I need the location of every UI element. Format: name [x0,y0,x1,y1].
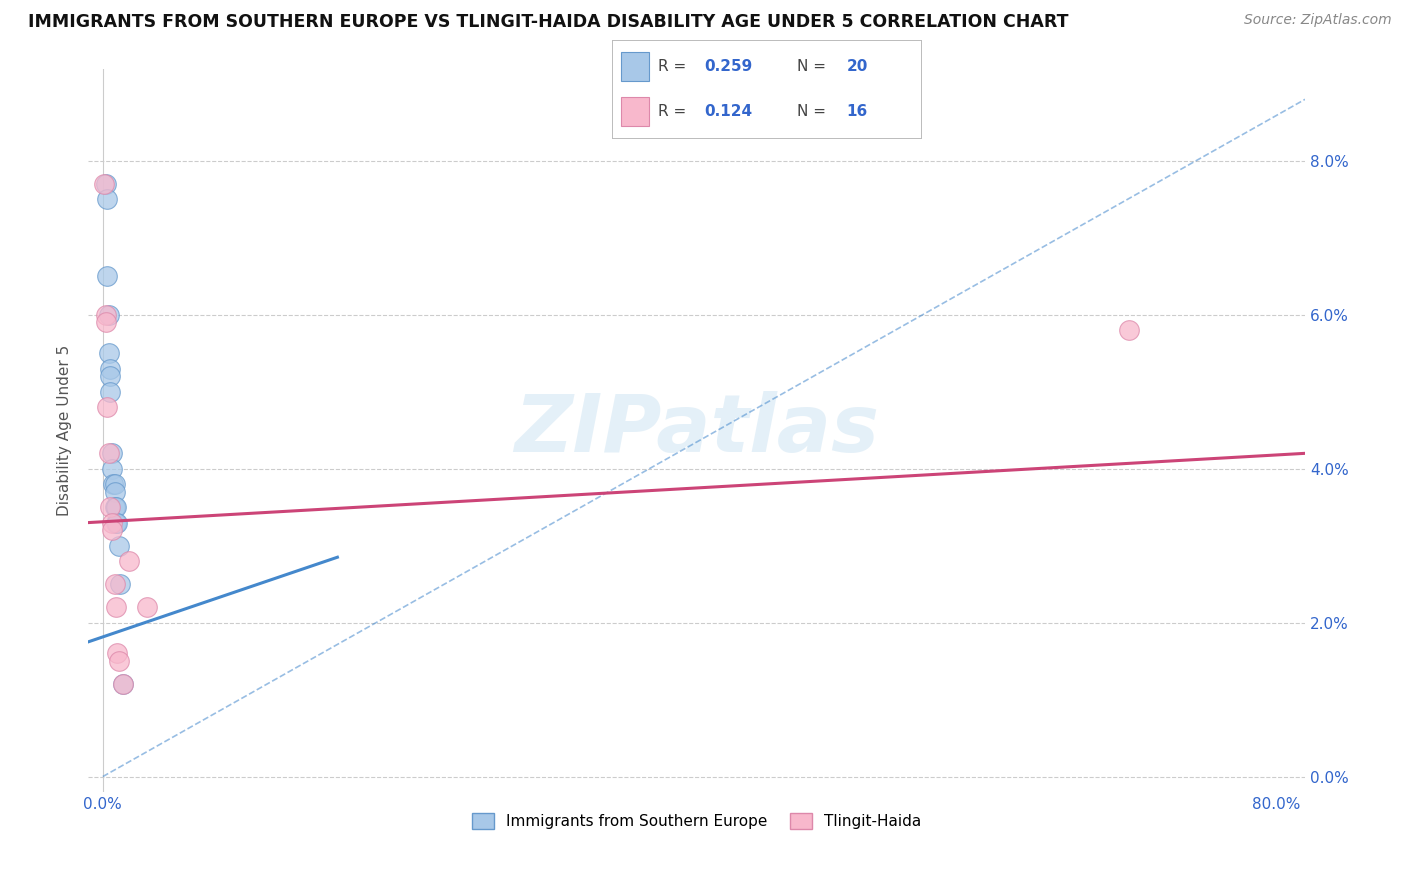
Point [108,539,131,553]
Text: 0.124: 0.124 [704,104,752,120]
Point [96,400,118,414]
Point [94,308,117,322]
Point [107,647,129,661]
Point [112,677,135,691]
Point [100,446,122,460]
Text: IMMIGRANTS FROM SOUTHERN EUROPE VS TLINGIT-HAIDA DISABILITY AGE UNDER 5 CORRELAT: IMMIGRANTS FROM SOUTHERN EUROPE VS TLING… [28,13,1069,31]
Point [96,269,118,284]
Text: R =: R = [658,104,692,120]
Point [103,484,125,499]
Point [103,500,125,515]
Text: 0.259: 0.259 [704,59,752,74]
Point [135,600,157,615]
Point [96,192,118,206]
Point [98,500,121,515]
Point [110,577,132,591]
Text: ZIPatlas: ZIPatlas [515,392,879,469]
Legend: Immigrants from Southern Europe, Tlingit-Haida: Immigrants from Southern Europe, Tlingit… [467,806,927,835]
Point [94,177,117,191]
Point [101,477,124,491]
Point [97,308,120,322]
Point [97,446,120,460]
Point [112,677,135,691]
Text: 20: 20 [846,59,868,74]
Point [94,316,117,330]
Text: 16: 16 [846,104,868,120]
Point [108,654,131,668]
Y-axis label: Disability Age Under 5: Disability Age Under 5 [58,344,72,516]
Point [98,369,121,384]
Point [105,516,128,530]
Point [97,346,120,360]
Point [98,384,121,399]
Point [105,500,128,515]
Point [93,177,115,191]
Point [100,516,122,530]
Point [100,461,122,475]
Point [100,523,122,537]
Text: Source: ZipAtlas.com: Source: ZipAtlas.com [1244,13,1392,28]
Point [107,516,129,530]
Point [103,577,125,591]
Text: N =: N = [797,104,831,120]
Text: N =: N = [797,59,831,74]
Point [105,600,128,615]
Point [1118,323,1140,337]
Point [98,361,121,376]
Text: R =: R = [658,59,692,74]
FancyBboxPatch shape [621,52,648,81]
Point [103,477,125,491]
Point [118,554,141,568]
FancyBboxPatch shape [621,97,648,127]
